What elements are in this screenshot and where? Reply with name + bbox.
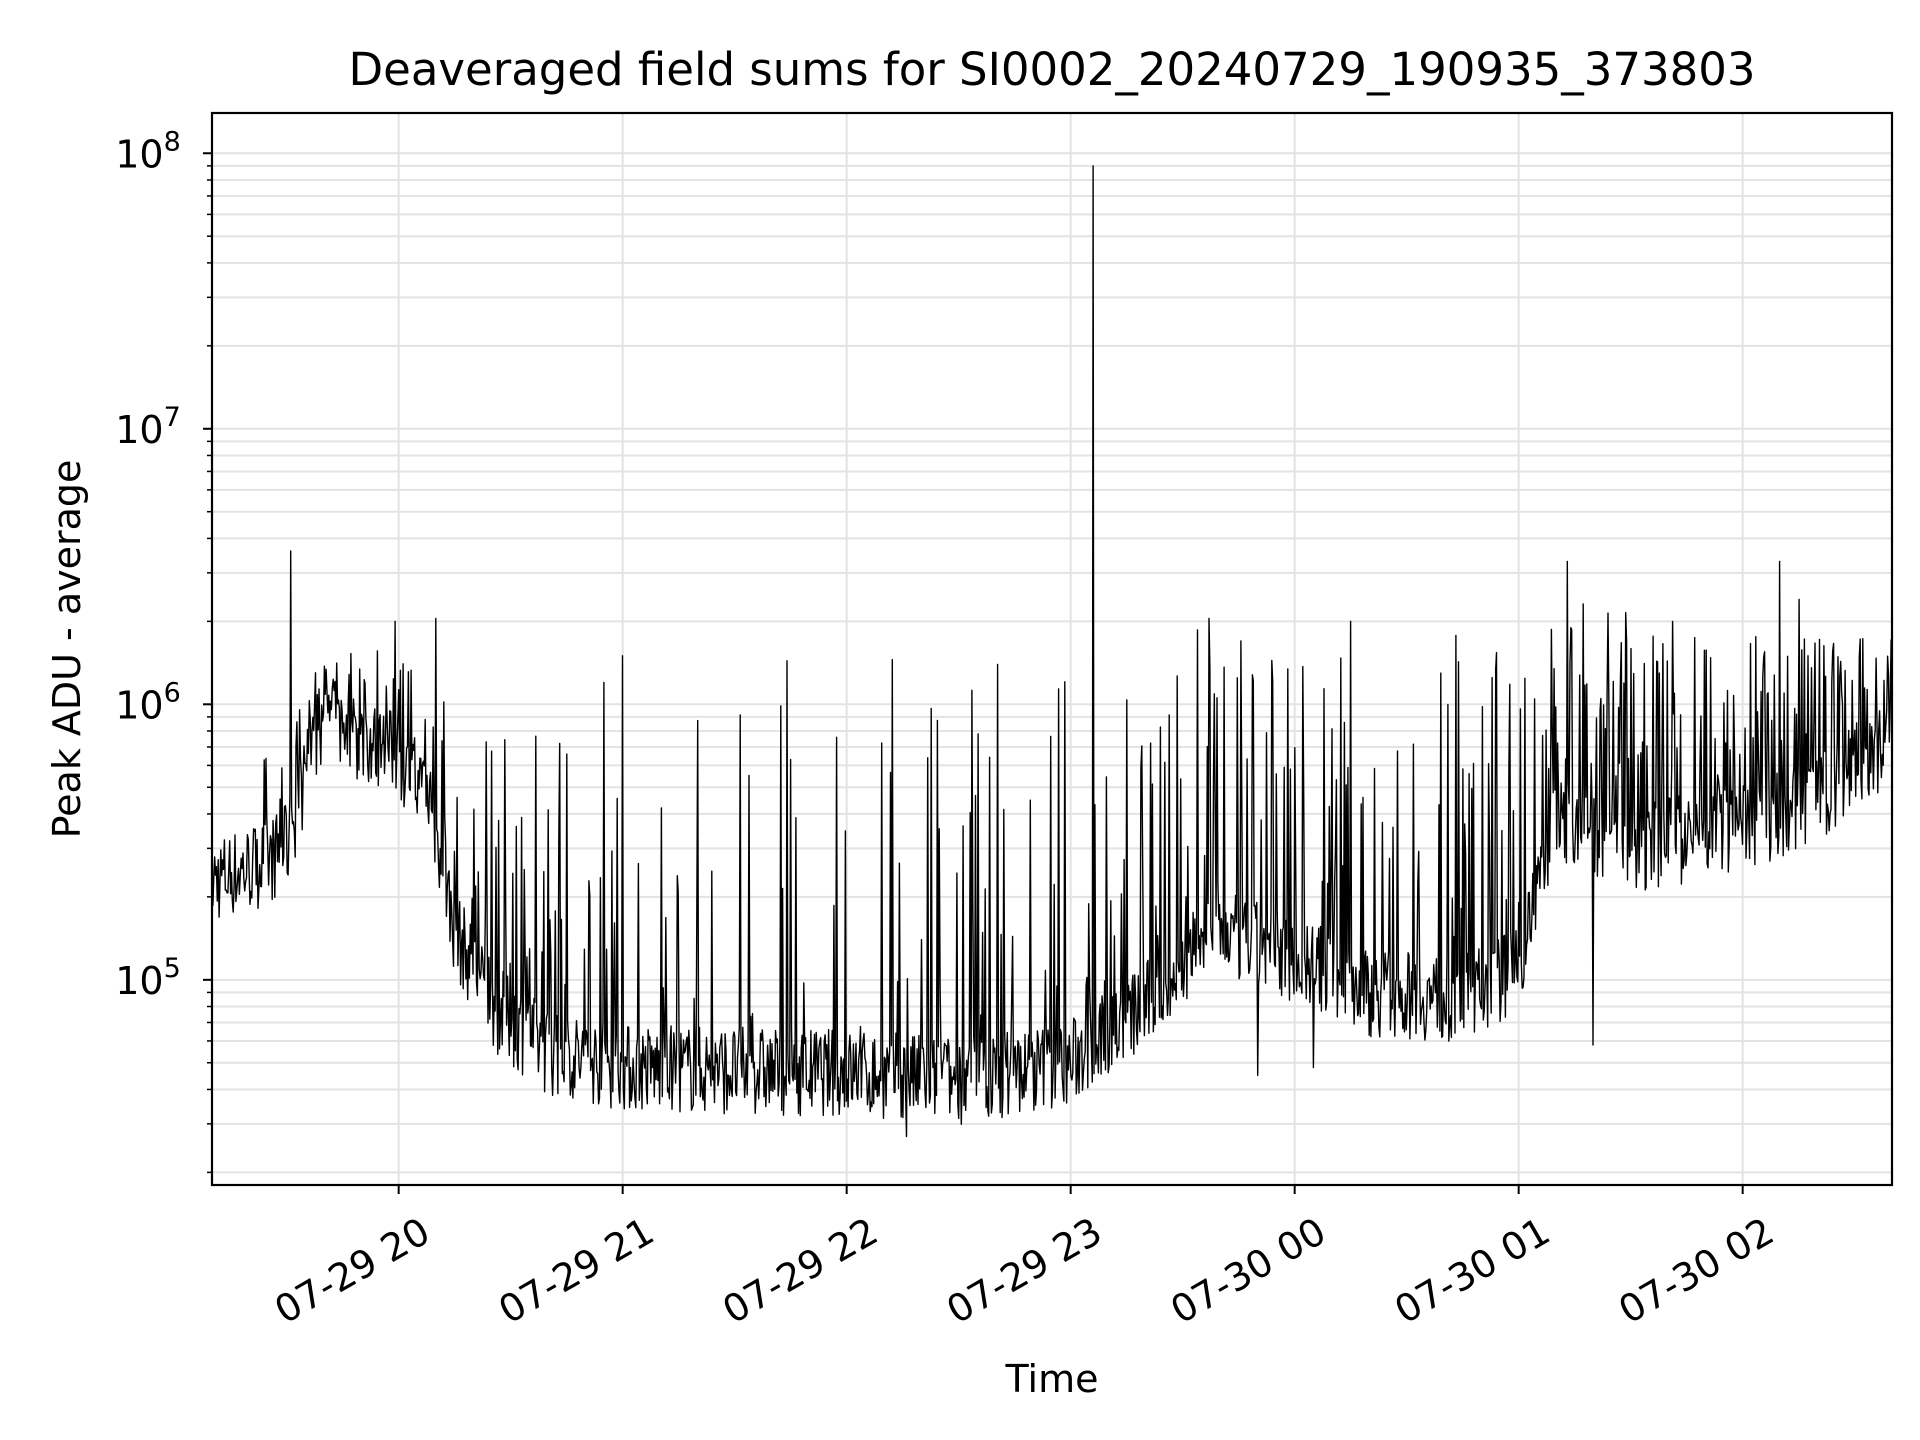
- x-axis: 07-29 20 07-29 21 07-29 22 07-29 23 07-30 00…: [267, 1185, 1781, 1332]
- x-tick-label: 07-29 22: [715, 1209, 885, 1333]
- x-tick-label: 07-29 23: [939, 1209, 1109, 1333]
- y-tick-label: 106: [115, 677, 181, 727]
- x-tick-label: 07-29 20: [267, 1209, 437, 1333]
- series-line: [211, 165, 1893, 1138]
- plot-frame: [210, 111, 1894, 1187]
- x-tick-label: 07-30 01: [1387, 1209, 1557, 1333]
- chart-title: Deaveraged field sums for SI0002_2024072…: [348, 43, 1755, 96]
- y-tick-label: 107: [115, 402, 181, 452]
- y-tick-label: 105: [115, 953, 181, 1003]
- x-tick-label: 07-29 21: [491, 1209, 661, 1333]
- series-layer: [211, 165, 1893, 1138]
- x-axis-label: Time: [1005, 1357, 1099, 1401]
- y-axis-label: Peak ADU - average: [45, 460, 89, 839]
- x-tick-label: 07-30 00: [1163, 1209, 1333, 1333]
- y-tick-label: 108: [115, 126, 181, 176]
- x-tick-label: 07-30 02: [1611, 1209, 1781, 1333]
- y-axis: 105 106 107 108: [115, 126, 212, 1174]
